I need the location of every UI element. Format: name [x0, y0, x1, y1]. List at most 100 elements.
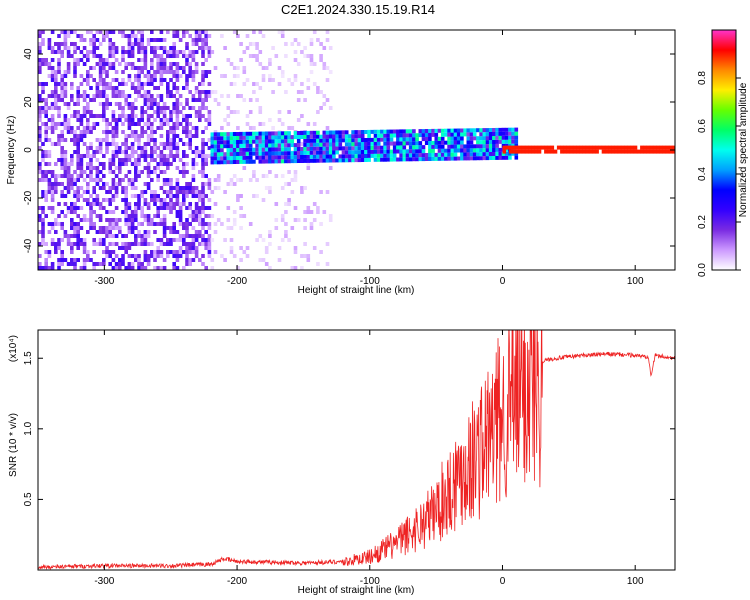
heatmap-cell — [98, 62, 103, 66]
heatmap-cell — [41, 206, 45, 210]
heatmap-cell — [392, 141, 397, 146]
colorbar: 0.00.20.40.60.8 Normalized spectral ampl… — [697, 29, 749, 277]
heatmap-cell — [146, 102, 151, 106]
heatmap-cell — [89, 206, 93, 210]
heatmap-cell — [121, 130, 125, 134]
heatmap-cell — [204, 126, 208, 130]
heatmap-cell — [198, 94, 202, 98]
heatmap-cell — [476, 128, 480, 133]
heatmap-cell — [544, 149, 548, 154]
heatmap-cell — [73, 226, 77, 230]
heatmap-cell — [57, 58, 61, 62]
heatmap-cell — [82, 46, 87, 50]
heatmap-cell — [159, 218, 164, 222]
heatmap-cell — [255, 143, 259, 148]
heatmap-cell — [191, 58, 196, 62]
heatmap-cell — [220, 254, 224, 258]
heatmap-cell — [268, 147, 272, 152]
heatmap-cell — [172, 186, 176, 190]
heatmap-cell — [293, 74, 298, 78]
heatmap-cell — [239, 143, 243, 148]
heatmap-cell — [255, 238, 259, 242]
heatmap-cell — [204, 42, 208, 46]
heatmap-cell — [50, 262, 55, 266]
heatmap-cell — [41, 38, 45, 42]
heatmap-cell — [121, 162, 125, 166]
heatmap-cell — [220, 126, 224, 130]
heatmap-cell — [245, 155, 250, 160]
heatmap-cell — [198, 98, 202, 102]
heatmap-cell — [354, 142, 359, 147]
heatmap-cell — [175, 142, 180, 146]
heatmap-cell — [166, 142, 170, 146]
heatmap-cell — [194, 130, 199, 134]
heatmap-cell — [150, 106, 154, 110]
heatmap-cell — [38, 134, 42, 138]
heatmap-cell — [579, 149, 583, 154]
heatmap-cell — [255, 54, 259, 58]
heatmap-cell — [60, 182, 64, 186]
heatmap-cell — [108, 218, 112, 222]
heatmap-cell — [66, 210, 71, 214]
heatmap-cell — [172, 42, 176, 46]
heatmap-cell — [89, 194, 93, 198]
heatmap-cell — [130, 30, 135, 34]
heatmap-cell — [348, 150, 352, 155]
heatmap-cell — [175, 254, 180, 258]
heatmap-cell — [488, 132, 493, 136]
heatmap-cell — [213, 132, 218, 137]
heatmap-cell — [50, 226, 55, 230]
heatmap-cell — [268, 170, 272, 174]
heatmap-cell — [344, 146, 349, 151]
heatmap-cell — [76, 190, 80, 194]
heatmap-cell — [169, 178, 173, 182]
heatmap-cell — [169, 90, 173, 94]
heatmap-cell — [418, 133, 423, 138]
heatmap-cell — [57, 214, 61, 218]
heatmap-cell — [213, 250, 218, 254]
heatmap-cell — [386, 157, 391, 162]
heatmap-cell — [140, 66, 144, 70]
heatmap-cell — [290, 190, 295, 194]
heatmap-cell — [185, 62, 189, 66]
heatmap-cell — [76, 58, 80, 62]
heatmap-cell — [150, 130, 154, 134]
heatmap-cell — [255, 46, 259, 50]
heatmap-cell — [50, 118, 55, 122]
heatmap-cell — [57, 258, 61, 262]
heatmap-cell — [611, 149, 615, 154]
heatmap-cell — [287, 131, 291, 136]
heatmap-cell — [236, 198, 240, 202]
heatmap-cell — [399, 145, 403, 150]
heatmap-cell — [54, 98, 58, 102]
heatmap-cell — [159, 266, 164, 270]
heatmap-cell — [178, 66, 183, 70]
heatmap-cell — [198, 198, 202, 202]
heatmap-cell — [98, 66, 103, 70]
heatmap-cell — [41, 42, 45, 46]
heatmap-cell — [252, 135, 256, 140]
heatmap-cell — [76, 222, 80, 226]
heatmap-cell — [166, 166, 170, 170]
heatmap-cell — [287, 159, 291, 164]
heatmap-cell — [130, 102, 135, 106]
heatmap-cell — [76, 178, 80, 182]
heatmap-cell — [300, 50, 304, 54]
heatmap-cell — [514, 155, 519, 160]
heatmap-cell — [111, 78, 116, 82]
heatmap-cell — [488, 152, 493, 156]
heatmap-cell — [501, 131, 506, 136]
heatmap-cell — [47, 186, 52, 190]
heatmap-cell — [63, 150, 68, 154]
heatmap-cell — [198, 230, 202, 234]
heatmap-cell — [213, 160, 218, 165]
heatmap-cell — [175, 110, 180, 114]
heatmap-cell — [172, 82, 176, 86]
heatmap-cell — [245, 254, 250, 258]
heatmap-cell — [121, 90, 125, 94]
heatmap-cell — [66, 30, 71, 34]
heatmap-cell — [73, 262, 77, 266]
heatmap-cell — [140, 210, 144, 214]
heatmap-cell — [137, 258, 141, 262]
heatmap-cell — [198, 170, 202, 174]
